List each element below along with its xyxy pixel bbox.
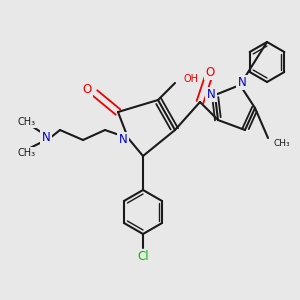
Text: CH₃: CH₃ xyxy=(273,139,290,148)
Text: N: N xyxy=(207,88,215,101)
Text: CH₃: CH₃ xyxy=(18,117,36,127)
Text: Cl: Cl xyxy=(137,250,149,263)
Text: OH: OH xyxy=(183,74,198,84)
Text: N: N xyxy=(118,133,127,146)
Text: O: O xyxy=(206,66,214,79)
Text: O: O xyxy=(82,83,91,96)
Text: N: N xyxy=(238,76,246,89)
Text: CH₃: CH₃ xyxy=(18,148,36,158)
Text: N: N xyxy=(42,131,50,144)
